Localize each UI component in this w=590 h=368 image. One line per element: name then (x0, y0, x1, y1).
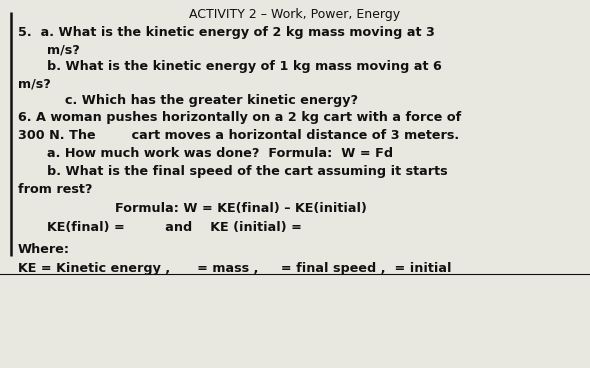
Text: KE = Kinetic energy ,      = mass ,     = final speed ,  = initial: KE = Kinetic energy , = mass , = final s… (18, 262, 451, 275)
Text: m/s?: m/s? (18, 77, 51, 90)
Text: KE(final) =         and    KE (initial) =: KE(final) = and KE (initial) = (47, 221, 302, 234)
Text: a. How much work was done?  Formula:  W = Fd: a. How much work was done? Formula: W = … (47, 147, 394, 160)
Text: b. What is the final speed of the cart assuming it starts: b. What is the final speed of the cart a… (47, 165, 448, 178)
Text: ACTIVITY 2 – Work, Power, Energy: ACTIVITY 2 – Work, Power, Energy (189, 8, 401, 21)
Text: c. Which has the greater kinetic energy?: c. Which has the greater kinetic energy? (65, 94, 358, 107)
Text: Where:: Where: (18, 243, 70, 256)
Text: 300 N. The        cart moves a horizontal distance of 3 meters.: 300 N. The cart moves a horizontal dista… (18, 129, 459, 142)
Text: 6. A woman pushes horizontally on a 2 kg cart with a force of: 6. A woman pushes horizontally on a 2 kg… (18, 111, 461, 124)
Text: 5.  a. What is the kinetic energy of 2 kg mass moving at 3: 5. a. What is the kinetic energy of 2 kg… (18, 26, 435, 39)
Text: from rest?: from rest? (18, 183, 92, 195)
Text: m/s?: m/s? (47, 43, 80, 56)
Text: Formula: W = KE(final) – KE(initial): Formula: W = KE(final) – KE(initial) (115, 202, 367, 215)
Text: b. What is the kinetic energy of 1 kg mass moving at 6: b. What is the kinetic energy of 1 kg ma… (47, 60, 442, 72)
